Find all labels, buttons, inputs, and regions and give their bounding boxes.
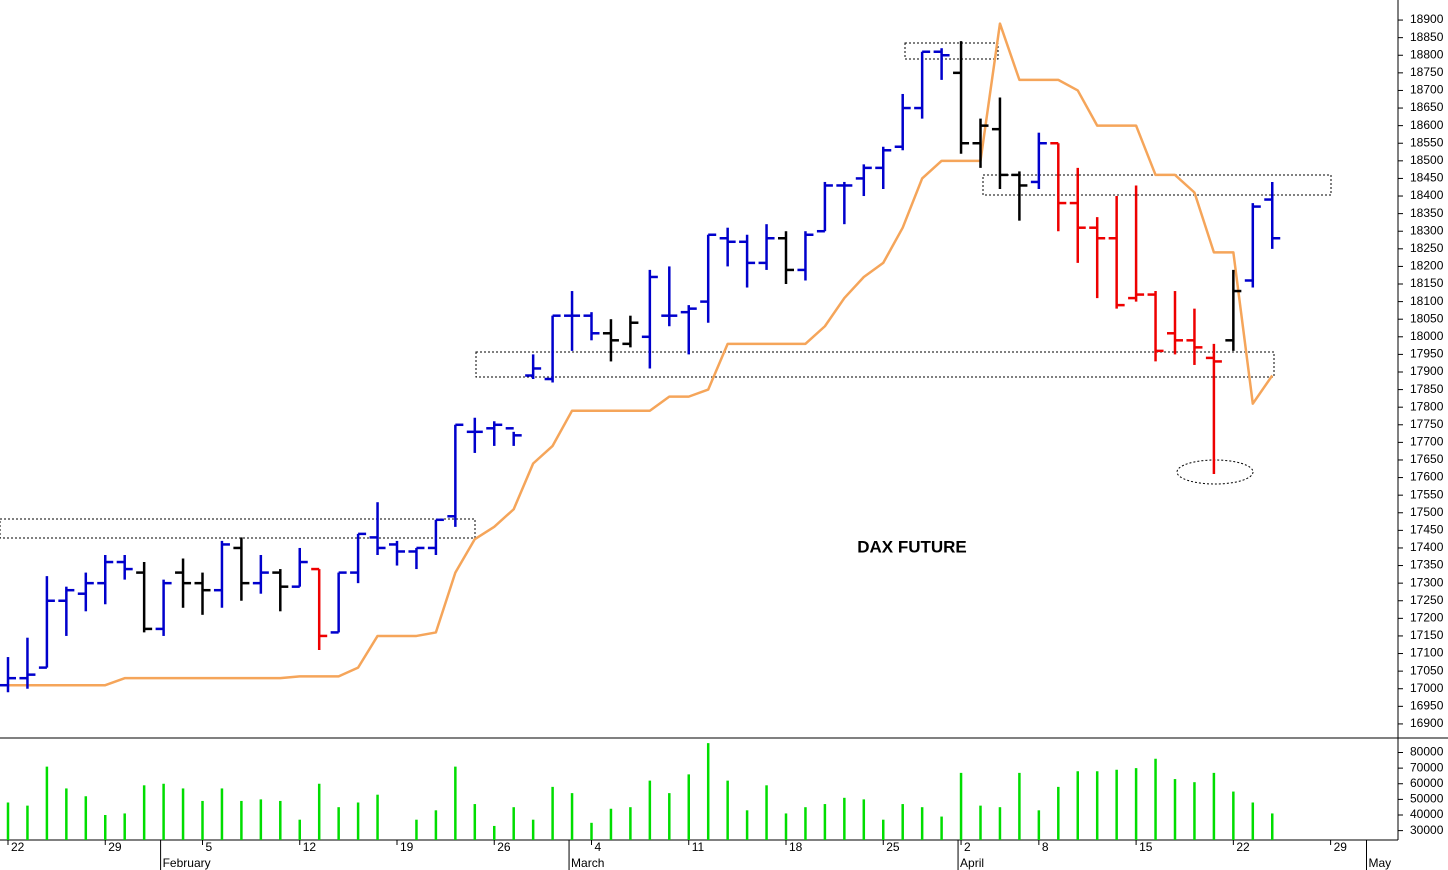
volume-tick-label: 30000: [1410, 823, 1444, 837]
y-tick-label: 18050: [1410, 311, 1444, 325]
volume-tick-label: 60000: [1410, 776, 1444, 790]
resistance-zone: [982, 174, 1332, 196]
y-tick-label: 17100: [1410, 646, 1444, 660]
y-tick-label: 18550: [1410, 135, 1444, 149]
y-tick-label: 17950: [1410, 347, 1444, 361]
x-tick-label: 25: [886, 840, 900, 854]
volume-tick-label: 40000: [1410, 807, 1444, 821]
x-tick-label: 11: [692, 840, 705, 854]
y-tick-label: 17600: [1410, 470, 1444, 484]
volume-tick-label: 80000: [1410, 745, 1444, 759]
month-label: March: [571, 856, 604, 870]
month-label: February: [163, 856, 211, 870]
x-tick-label: 22: [11, 840, 25, 854]
x-tick-label: 29: [1334, 840, 1348, 854]
y-tick-label: 17050: [1410, 663, 1444, 677]
x-tick-label: 5: [206, 840, 213, 854]
y-tick-label: 18600: [1410, 118, 1444, 132]
x-tick-label: 29: [108, 840, 122, 854]
y-tick-label: 18500: [1410, 153, 1444, 167]
x-tick-label: 26: [497, 840, 511, 854]
x-tick-label: 4: [595, 840, 602, 854]
y-tick-label: 17200: [1410, 611, 1444, 625]
y-tick-label: 18150: [1410, 276, 1444, 290]
y-tick-label: 18800: [1410, 47, 1444, 61]
y-tick-label: 17700: [1410, 435, 1444, 449]
x-tick-label: 12: [303, 840, 317, 854]
y-tick-label: 18350: [1410, 206, 1444, 220]
x-tick-label: 18: [789, 840, 803, 854]
y-tick-label: 17500: [1410, 505, 1444, 519]
y-tick-label: 18000: [1410, 329, 1444, 343]
x-tick-label: 22: [1236, 840, 1250, 854]
support-zone: [475, 351, 1275, 378]
y-tick-label: 18100: [1410, 294, 1444, 308]
y-tick-label: 18200: [1410, 259, 1444, 273]
x-tick-label: 19: [400, 840, 414, 854]
top-zone: [904, 42, 999, 60]
y-tick-label: 17150: [1410, 628, 1444, 642]
y-tick-label: 18750: [1410, 65, 1444, 79]
y-tick-label: 16950: [1410, 698, 1444, 712]
y-tick-label: 17900: [1410, 364, 1444, 378]
volume-tick-label: 50000: [1410, 792, 1444, 806]
x-tick-label: 8: [1042, 840, 1049, 854]
y-tick-label: 17300: [1410, 575, 1444, 589]
resistance-zone: [0, 518, 476, 539]
y-tick-label: 17400: [1410, 540, 1444, 554]
y-tick-label: 18650: [1410, 100, 1444, 114]
x-tick-label: 2: [964, 840, 971, 854]
month-label: May: [1369, 856, 1392, 870]
y-tick-label: 18700: [1410, 83, 1444, 97]
y-tick-label: 18300: [1410, 223, 1444, 237]
y-tick-label: 17850: [1410, 382, 1444, 396]
chart-title: DAX FUTURE: [857, 537, 967, 556]
y-tick-label: 17450: [1410, 523, 1444, 537]
y-tick-label: 17350: [1410, 558, 1444, 572]
volume-tick-label: 70000: [1410, 760, 1444, 774]
y-tick-label: 17550: [1410, 487, 1444, 501]
y-tick-label: 18850: [1410, 30, 1444, 44]
x-tick-label: 15: [1139, 840, 1153, 854]
stop-line: [8, 22, 1274, 687]
y-tick-label: 17800: [1410, 399, 1444, 413]
y-tick-label: 17000: [1410, 681, 1444, 695]
y-tick-label: 17650: [1410, 452, 1444, 466]
y-tick-label: 17250: [1410, 593, 1444, 607]
month-label: April: [960, 856, 984, 870]
y-tick-label: 18900: [1410, 12, 1444, 26]
y-tick-label: 18250: [1410, 241, 1444, 255]
y-tick-label: 17750: [1410, 417, 1444, 431]
y-tick-label: 18400: [1410, 188, 1444, 202]
y-tick-label: 18450: [1410, 171, 1444, 185]
y-tick-label: 16900: [1410, 716, 1444, 730]
